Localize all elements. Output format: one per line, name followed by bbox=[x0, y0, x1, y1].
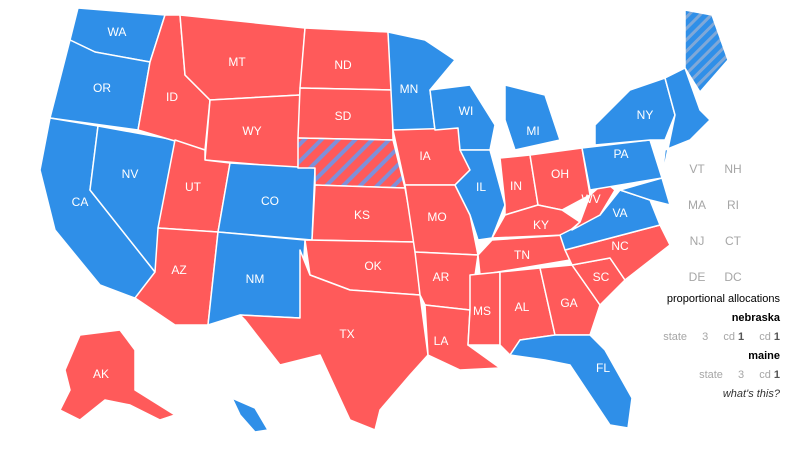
maine-cd1-allocation[interactable]: cd 1 bbox=[759, 369, 780, 381]
maine-cd1-num: 1 bbox=[773, 369, 780, 381]
nebraska-cd2-num: 1 bbox=[773, 331, 780, 343]
maine-cd1-text: cd bbox=[759, 369, 771, 381]
nebraska-state-text: state bbox=[663, 331, 688, 343]
state-il[interactable] bbox=[454, 149, 506, 241]
nebraska-heading: nebraska bbox=[731, 312, 780, 324]
nebraska-cd1-allocation[interactable]: cd 1 bbox=[723, 331, 744, 343]
state-ak[interactable] bbox=[59, 329, 176, 421]
state-hi[interactable] bbox=[231, 397, 269, 433]
state-ct-label[interactable]: CT bbox=[725, 234, 741, 248]
whats-this-link[interactable]: what's this? bbox=[722, 388, 780, 400]
state-wv[interactable] bbox=[571, 181, 616, 231]
nebraska-state-num: 3 bbox=[702, 331, 709, 343]
state-nm[interactable] bbox=[207, 231, 306, 326]
state-nh-label[interactable]: NH bbox=[724, 162, 742, 176]
state-vt-label[interactable]: VT bbox=[689, 162, 705, 176]
state-nj-label[interactable]: NJ bbox=[689, 234, 705, 248]
state-nd[interactable] bbox=[299, 27, 393, 91]
nebraska-cd1-text: cd bbox=[723, 331, 735, 343]
maine-state-allocation[interactable]: state 3 bbox=[699, 369, 744, 381]
maine-state-text: state bbox=[699, 369, 723, 381]
state-ma-label[interactable]: MA bbox=[688, 198, 706, 212]
maine-heading: maine bbox=[748, 350, 780, 362]
state-md-de[interactable] bbox=[619, 177, 671, 206]
maine-state-num: 3 bbox=[738, 369, 745, 381]
state-mt[interactable] bbox=[179, 14, 306, 101]
proportional-allocations-legend: proportional allocations nebraska state … bbox=[560, 290, 780, 404]
legend-title: proportional allocations bbox=[666, 293, 780, 305]
nebraska-allocations: state 3 cd 1 cd 1 bbox=[560, 328, 780, 347]
state-ms[interactable] bbox=[467, 271, 501, 346]
state-ga[interactable] bbox=[539, 264, 601, 336]
state-de-label[interactable]: DE bbox=[688, 270, 706, 284]
state-co[interactable] bbox=[217, 162, 316, 241]
state-dc-label[interactable]: DC bbox=[724, 270, 742, 284]
state-ri-label[interactable]: RI bbox=[727, 198, 739, 212]
state-tx[interactable] bbox=[239, 249, 429, 431]
state-ar[interactable] bbox=[414, 251, 479, 311]
state-mi[interactable] bbox=[504, 84, 561, 151]
nebraska-cd2-text: cd bbox=[759, 331, 771, 343]
state-oh[interactable] bbox=[529, 147, 591, 211]
state-ks[interactable] bbox=[311, 184, 416, 243]
state-sd[interactable] bbox=[297, 87, 394, 141]
maine-allocations: state 3 cd 1 bbox=[560, 366, 780, 385]
state-me[interactable] bbox=[684, 9, 729, 93]
nebraska-state-allocation[interactable]: state 3 bbox=[663, 331, 708, 343]
state-mo[interactable] bbox=[404, 184, 479, 256]
state-wy[interactable] bbox=[204, 94, 301, 169]
state-fl[interactable] bbox=[509, 334, 633, 429]
nebraska-cd1-num: 1 bbox=[738, 331, 745, 343]
state-ne-new-england[interactable] bbox=[661, 67, 711, 179]
nebraska-cd2-allocation[interactable]: cd 1 bbox=[759, 331, 780, 343]
state-ny[interactable] bbox=[594, 77, 676, 146]
